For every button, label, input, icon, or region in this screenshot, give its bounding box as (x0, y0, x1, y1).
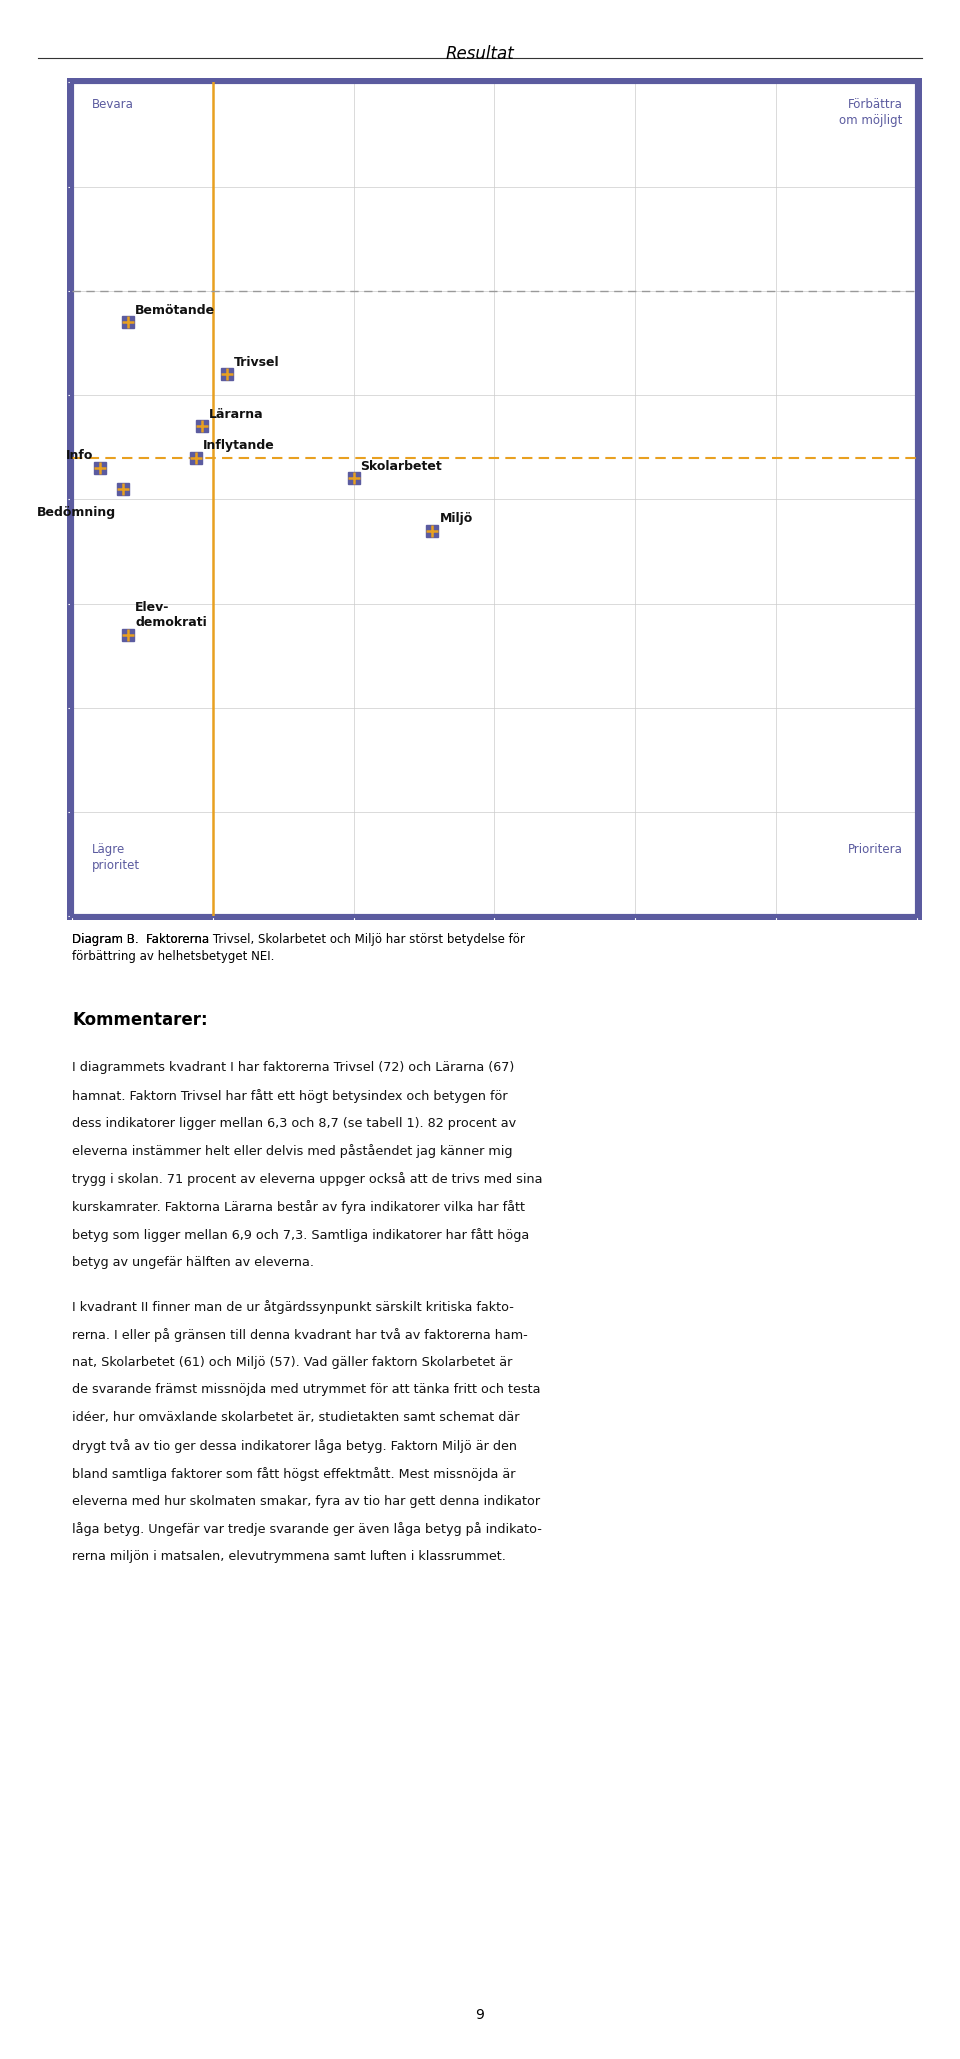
Text: Kommentarer:: Kommentarer: (72, 1011, 207, 1030)
Text: Skolarbetet: Skolarbetet (361, 459, 443, 474)
Text: I diagrammets kvadrant I har faktorerna Trivsel (72) och Lärarna (67): I diagrammets kvadrant I har faktorerna … (72, 1060, 515, 1075)
Text: eleverna med hur skolmaten smakar, fyra av tio har gett denna indikator: eleverna med hur skolmaten smakar, fyra … (72, 1495, 540, 1507)
Text: idéer, hur omväxlande skolarbetet är, studietakten samt schemat där: idéer, hur omväxlande skolarbetet är, st… (72, 1410, 519, 1425)
Y-axis label: Betygsnivå: Betygsnivå (16, 455, 32, 544)
Text: de svarande främst missnöjda med utrymmet för att tänka fritt och testa: de svarande främst missnöjda med utrymme… (72, 1384, 540, 1396)
X-axis label: Effekt: Effekt (471, 943, 517, 957)
Text: Lärarna: Lärarna (208, 408, 263, 420)
Text: Bedömning: Bedömning (36, 507, 116, 519)
Text: Resultat: Resultat (445, 45, 515, 64)
Text: Info: Info (66, 449, 93, 463)
Text: rerna miljön i matsalen, elevutrymmena samt luften i klassrummet.: rerna miljön i matsalen, elevutrymmena s… (72, 1550, 506, 1563)
Text: bland samtliga faktorer som fått högst effektmått. Mest missnöjda är: bland samtliga faktorer som fått högst e… (72, 1466, 516, 1480)
Text: Miljö: Miljö (440, 513, 472, 525)
Text: Elev-
demokrati: Elev- demokrati (135, 601, 207, 630)
Text: kurskamrater. Faktorna Lärarna består av fyra indikatorer vilka har fått: kurskamrater. Faktorna Lärarna består av… (72, 1200, 525, 1215)
Text: Bemötande: Bemötande (135, 303, 215, 317)
Text: betyg av ungefär hälften av eleverna.: betyg av ungefär hälften av eleverna. (72, 1256, 314, 1268)
Text: betyg som ligger mellan 6,9 och 7,3. Samtliga indikatorer har fått höga: betyg som ligger mellan 6,9 och 7,3. Sam… (72, 1227, 529, 1242)
Text: Lägre
prioritet: Lägre prioritet (92, 844, 140, 873)
Text: Trivsel: Trivsel (234, 356, 279, 369)
Text: Förbättra
om möjligt: Förbättra om möjligt (839, 99, 902, 128)
Text: Diagram B.  Faktorerna Trivsel, Skolarbetet och Miljö har störst betydelse för
f: Diagram B. Faktorerna Trivsel, Skolarbet… (72, 933, 525, 964)
Text: trygg i skolan. 71 procent av eleverna uppger också att de trivs med sina: trygg i skolan. 71 procent av eleverna u… (72, 1172, 542, 1186)
Text: Bevara: Bevara (92, 99, 133, 111)
Text: Diagram B.  Faktorerna: Diagram B. Faktorerna (72, 933, 213, 945)
Text: 9: 9 (475, 2008, 485, 2022)
Text: rerna. I eller på gränsen till denna kvadrant har två av faktorerna ham-: rerna. I eller på gränsen till denna kva… (72, 1328, 528, 1342)
Text: eleverna instämmer helt eller delvis med påståendet jag känner mig: eleverna instämmer helt eller delvis med… (72, 1145, 513, 1159)
Text: dess indikatorer ligger mellan 6,3 och 8,7 (se tabell 1). 82 procent av: dess indikatorer ligger mellan 6,3 och 8… (72, 1116, 516, 1130)
Text: Inflytande: Inflytande (203, 439, 275, 453)
Text: Prioritera: Prioritera (848, 844, 902, 857)
Text: hamnat. Faktorn Trivsel har fått ett högt betysindex och betygen för: hamnat. Faktorn Trivsel har fått ett hög… (72, 1089, 508, 1104)
Text: I kvadrant II finner man de ur åtgärdssynpunkt särskilt kritiska fakto-: I kvadrant II finner man de ur åtgärdssy… (72, 1299, 514, 1314)
Text: nat, Skolarbetet (61) och Miljö (57). Vad gäller faktorn Skolarbetet är: nat, Skolarbetet (61) och Miljö (57). Va… (72, 1355, 513, 1369)
Text: drygt två av tio ger dessa indikatorer låga betyg. Faktorn Miljö är den: drygt två av tio ger dessa indikatorer l… (72, 1439, 517, 1454)
Text: låga betyg. Ungefär var tredje svarande ger även låga betyg på indikato-: låga betyg. Ungefär var tredje svarande … (72, 1522, 541, 1536)
